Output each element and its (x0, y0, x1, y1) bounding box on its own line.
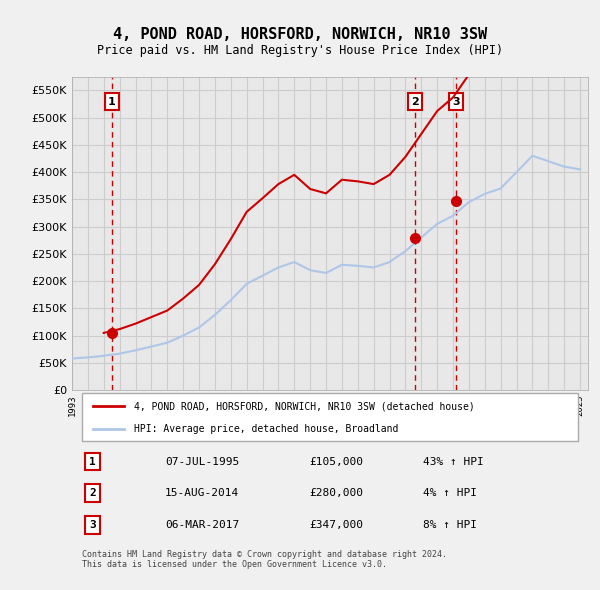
Text: 1: 1 (89, 457, 96, 467)
Text: HPI: Average price, detached house, Broadland: HPI: Average price, detached house, Broa… (134, 424, 398, 434)
Text: £347,000: £347,000 (310, 520, 364, 530)
Text: 43% ↑ HPI: 43% ↑ HPI (423, 457, 484, 467)
Text: 06-MAR-2017: 06-MAR-2017 (165, 520, 239, 530)
Text: 4, POND ROAD, HORSFORD, NORWICH, NR10 3SW (detached house): 4, POND ROAD, HORSFORD, NORWICH, NR10 3S… (134, 401, 475, 411)
Text: 15-AUG-2014: 15-AUG-2014 (165, 488, 239, 498)
FancyBboxPatch shape (82, 393, 578, 441)
Text: £280,000: £280,000 (310, 488, 364, 498)
Text: 3: 3 (452, 97, 460, 107)
Text: 4% ↑ HPI: 4% ↑ HPI (423, 488, 477, 498)
Text: 07-JUL-1995: 07-JUL-1995 (165, 457, 239, 467)
Text: 3: 3 (89, 520, 96, 530)
Text: 4, POND ROAD, HORSFORD, NORWICH, NR10 3SW: 4, POND ROAD, HORSFORD, NORWICH, NR10 3S… (113, 27, 487, 41)
Text: 2: 2 (89, 488, 96, 498)
Text: 1: 1 (108, 97, 116, 107)
Text: Contains HM Land Registry data © Crown copyright and database right 2024.
This d: Contains HM Land Registry data © Crown c… (82, 549, 448, 569)
Text: 2: 2 (412, 97, 419, 107)
Text: £105,000: £105,000 (310, 457, 364, 467)
Text: Price paid vs. HM Land Registry's House Price Index (HPI): Price paid vs. HM Land Registry's House … (97, 44, 503, 57)
Text: 8% ↑ HPI: 8% ↑ HPI (423, 520, 477, 530)
